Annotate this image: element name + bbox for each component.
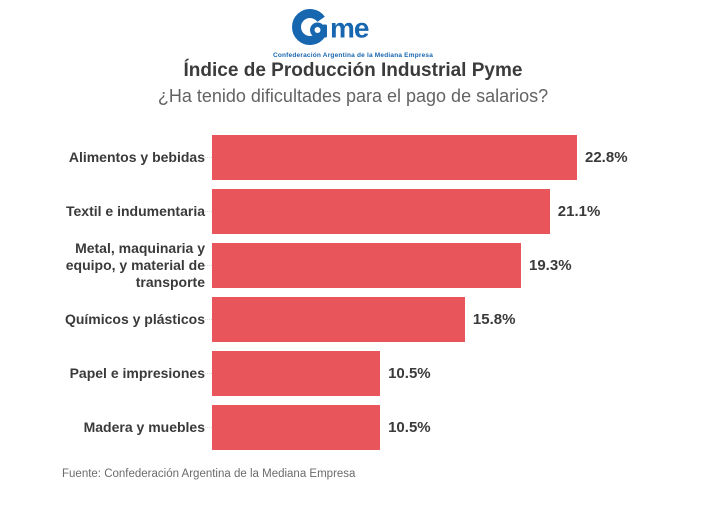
leader-line xyxy=(205,157,212,158)
bar xyxy=(212,405,381,450)
leader-line xyxy=(205,265,212,266)
leader-line xyxy=(205,319,212,320)
value-label: 10.5% xyxy=(388,419,431,436)
value-label: 22.8% xyxy=(585,149,628,166)
came-logo: me Confederación Argentina de la Mediana… xyxy=(0,6,706,59)
bar xyxy=(212,243,521,288)
category-label: Textil e indumentaria xyxy=(66,203,205,219)
chart-row: Alimentos y bebidas 22.8% xyxy=(62,135,682,180)
source-note: Fuente: Confederación Argentina de la Me… xyxy=(62,468,356,480)
page-subtitle: ¿Ha tenido dificultades para el pago de … xyxy=(157,86,549,106)
value-label: 19.3% xyxy=(529,257,572,274)
value-label: 21.1% xyxy=(557,203,601,220)
leader-line xyxy=(205,211,212,212)
bar xyxy=(212,189,550,234)
chart-row: Químicos y plásticos 15.8% xyxy=(62,297,682,342)
bar-chart: Alimentos y bebidas 22.8% Textil e indum… xyxy=(62,135,682,450)
value-label: 15.8% xyxy=(472,311,516,328)
category-label: Madera y muebles xyxy=(83,419,205,435)
bar xyxy=(212,135,577,180)
chart-row: Metal, maquinaria y equipo, y material d… xyxy=(62,240,682,290)
page-title: Índice de Producción Industrial Pyme xyxy=(183,60,523,81)
bar xyxy=(212,297,465,342)
chart-row: Papel e impresiones 10.5% xyxy=(62,351,682,396)
category-label: Químicos y plásticos xyxy=(64,311,205,327)
category-label: Papel e impresiones xyxy=(69,365,205,381)
logo-tagline: Confederación Argentina de la Mediana Em… xyxy=(272,52,434,59)
category-label: Metal, maquinaria y equipo, y material d… xyxy=(65,240,205,290)
came-logo-icon: me xyxy=(292,9,370,45)
leader-line xyxy=(205,427,212,428)
chart-row: Textil e indumentaria 21.1% xyxy=(62,189,682,234)
value-label: 10.5% xyxy=(388,365,431,382)
bar xyxy=(212,351,381,396)
svg-text:me: me xyxy=(330,13,369,44)
leader-line xyxy=(205,373,212,374)
chart-row: Madera y muebles 10.5% xyxy=(62,405,682,450)
category-label: Alimentos y bebidas xyxy=(68,149,205,165)
